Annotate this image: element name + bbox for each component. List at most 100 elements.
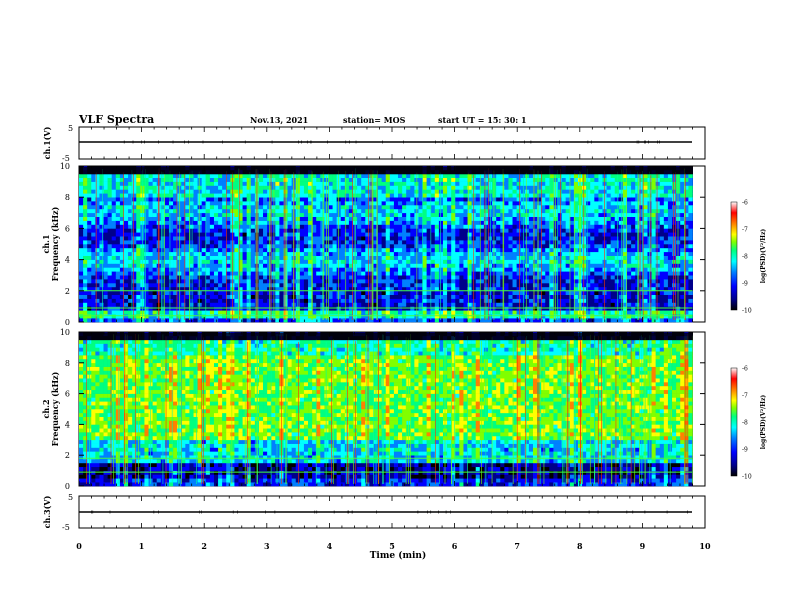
- spectrogram-cell: [549, 251, 554, 256]
- spectrogram-cell: [344, 177, 350, 182]
- spectrogram-cell: [107, 310, 113, 315]
- spectrogram-cell: [185, 267, 190, 272]
- spectrogram-cell: [430, 275, 436, 280]
- spectrogram-cell: [455, 247, 460, 253]
- spectrogram-cell: [103, 197, 108, 202]
- spectrogram-cell: [173, 263, 178, 268]
- spectrogram-cell: [398, 189, 403, 194]
- spectrogram-cell: [524, 267, 530, 272]
- spectrogram-cell: [582, 267, 587, 272]
- spectrogram-cell: [128, 298, 133, 303]
- spectrogram-cell: [128, 251, 133, 256]
- spectrogram-cell: [451, 271, 456, 276]
- spectrogram-cell: [173, 216, 178, 221]
- spectrogram-cell: [398, 283, 403, 288]
- spectrogram-cell: [103, 263, 108, 268]
- spectrogram-cell: [385, 259, 391, 264]
- spectrogram-cell: [213, 310, 219, 315]
- spectrogram-cell: [238, 212, 243, 217]
- spectrogram-cell: [132, 228, 137, 233]
- spectrogram-cell: [173, 193, 178, 198]
- spectrogram-cell: [128, 275, 133, 280]
- spectrogram-cell: [443, 302, 448, 307]
- spectrogram-cell: [357, 255, 362, 260]
- spectrogram-cell: [430, 193, 436, 198]
- spectrogram-cell: [369, 205, 374, 210]
- spectrogram-cell: [107, 263, 113, 268]
- spectrogram-cell: [504, 232, 509, 237]
- spectrogram-cell: [111, 189, 117, 194]
- spectrogram-cell: [242, 228, 247, 233]
- spectrogram-cell: [557, 220, 562, 225]
- spectrogram-cell: [328, 193, 333, 198]
- spectrogram-cell: [279, 294, 284, 299]
- spectrogram-cell: [332, 306, 337, 311]
- spectrogram-cell: [209, 251, 215, 256]
- spectrogram-cell: [107, 224, 113, 229]
- spectrogram-cell: [528, 197, 534, 202]
- spectrogram-cell: [111, 263, 117, 268]
- spectrogram-cell: [132, 302, 137, 307]
- spectrogram-cell: [348, 197, 354, 202]
- spectrogram-cell: [541, 286, 546, 292]
- spectrogram-cell: [87, 197, 92, 202]
- spectrogram-cell: [132, 177, 137, 182]
- spectrogram-cell: [561, 267, 566, 272]
- spectrogram-cell: [537, 271, 542, 276]
- spectrogram-cell: [512, 263, 517, 268]
- spectrogram-cell: [365, 205, 370, 210]
- spectrogram-cell: [164, 208, 170, 214]
- spectrogram-cell: [434, 247, 440, 253]
- spectrogram-cell: [136, 251, 141, 256]
- spectrogram-cell: [152, 318, 158, 323]
- spectrogram-cell: [312, 279, 317, 284]
- spectrogram-cell: [398, 201, 403, 206]
- spectrogram-cell: [500, 216, 505, 221]
- spectrogram-cell: [443, 275, 448, 280]
- spectrogram-cell: [279, 251, 284, 256]
- spectrogram-cell: [561, 205, 566, 210]
- spectrogram-cell: [414, 318, 419, 323]
- spectrogram-cell: [463, 294, 468, 299]
- spectrogram-cell: [197, 201, 202, 206]
- spectrogram-cell: [83, 255, 88, 260]
- spectrogram-cell: [377, 181, 382, 186]
- spectrogram-cell: [549, 310, 554, 315]
- spectrogram-cell: [344, 298, 350, 303]
- spectrogram-cell: [410, 275, 415, 280]
- spectrogram-cell: [373, 302, 378, 307]
- spectrogram-cell: [299, 197, 305, 202]
- spectrogram-cell: [123, 310, 129, 315]
- spectrogram-cell: [573, 240, 579, 245]
- spectrogram-cell: [377, 205, 382, 210]
- spectrogram-cell: [119, 177, 125, 182]
- spectrogram-cell: [561, 259, 566, 264]
- spectrogram-cell: [393, 177, 399, 182]
- spectrogram-cell: [500, 201, 505, 206]
- spectrogram-cell: [222, 220, 227, 225]
- spectrogram-cell: [447, 302, 452, 307]
- spectrogram-cell: [377, 228, 382, 233]
- spectrogram-cell: [438, 275, 444, 280]
- spectrogram-cell: [524, 189, 530, 194]
- spectrogram-cell: [434, 240, 440, 245]
- spectrogram-cell: [128, 255, 133, 260]
- spectrogram-cell: [83, 224, 88, 229]
- spectrogram-cell: [132, 294, 137, 299]
- spectrogram-cell: [193, 267, 198, 272]
- spectrogram-cell: [434, 181, 440, 186]
- spectrogram-cell: [136, 302, 141, 307]
- spectrogram-cell: [557, 302, 562, 307]
- spectrogram-cell: [119, 267, 125, 272]
- spectrogram-cell: [426, 306, 432, 311]
- spectrogram-cell: [328, 212, 333, 217]
- spectrogram-cell: [99, 306, 104, 311]
- spectrogram-cell: [222, 259, 227, 264]
- spectrogram-cell: [426, 259, 432, 264]
- spectrogram-cell: [173, 314, 178, 319]
- spectrogram-cell: [181, 185, 186, 190]
- spectrogram-cell: [209, 310, 215, 315]
- spectrogram-cell: [128, 240, 133, 245]
- spectrogram-cell: [201, 298, 207, 303]
- spectrogram-cell: [577, 193, 583, 198]
